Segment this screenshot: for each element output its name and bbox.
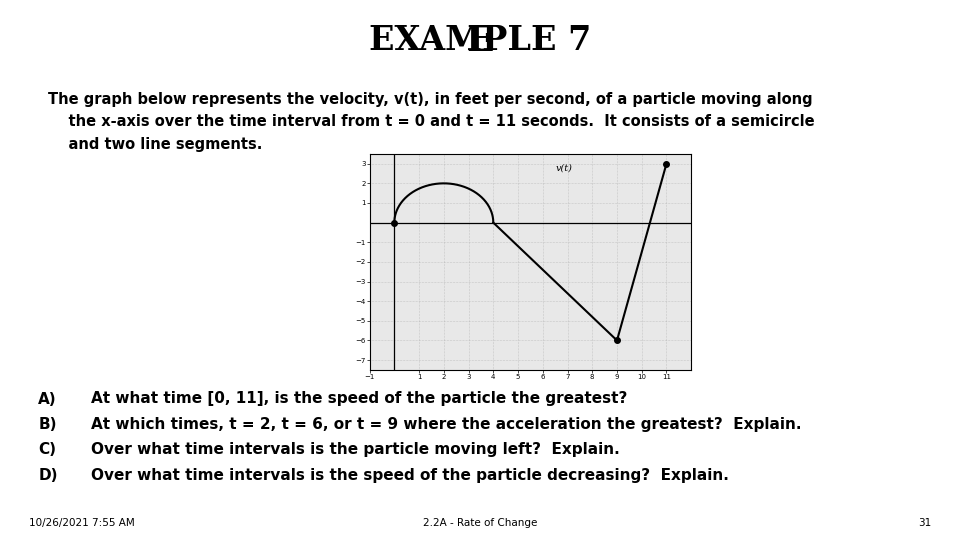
Text: D): D) <box>38 468 58 483</box>
Text: 2.2A - Rate of Change: 2.2A - Rate of Change <box>422 518 538 528</box>
Text: B): B) <box>38 417 57 432</box>
Text: 10/26/2021 7:55 AM: 10/26/2021 7:55 AM <box>29 518 134 528</box>
Text: At what time [0, 11], is the speed of the particle the greatest?: At what time [0, 11], is the speed of th… <box>91 392 628 407</box>
Text: the x-axis over the time interval from t = 0 and t = 11 seconds.  It consists of: the x-axis over the time interval from t… <box>48 114 815 130</box>
Text: C): C) <box>38 442 57 457</box>
Text: and two line segments.: and two line segments. <box>48 137 262 152</box>
Text: v(t): v(t) <box>555 164 572 173</box>
Text: E: E <box>467 24 493 58</box>
Text: The graph below represents the velocity, v(t), in feet per second, of a particle: The graph below represents the velocity,… <box>48 92 812 107</box>
Text: Over what time intervals is the speed of the particle decreasing?  Explain.: Over what time intervals is the speed of… <box>91 468 729 483</box>
Text: A): A) <box>38 392 57 407</box>
Text: Over what time intervals is the particle moving left?  Explain.: Over what time intervals is the particle… <box>91 442 620 457</box>
Text: 31: 31 <box>918 518 931 528</box>
Text: EXAMPLE 7: EXAMPLE 7 <box>369 24 591 57</box>
Text: At which times, t = 2, t = 6, or t = 9 where the acceleration the greatest?  Exp: At which times, t = 2, t = 6, or t = 9 w… <box>91 417 802 432</box>
